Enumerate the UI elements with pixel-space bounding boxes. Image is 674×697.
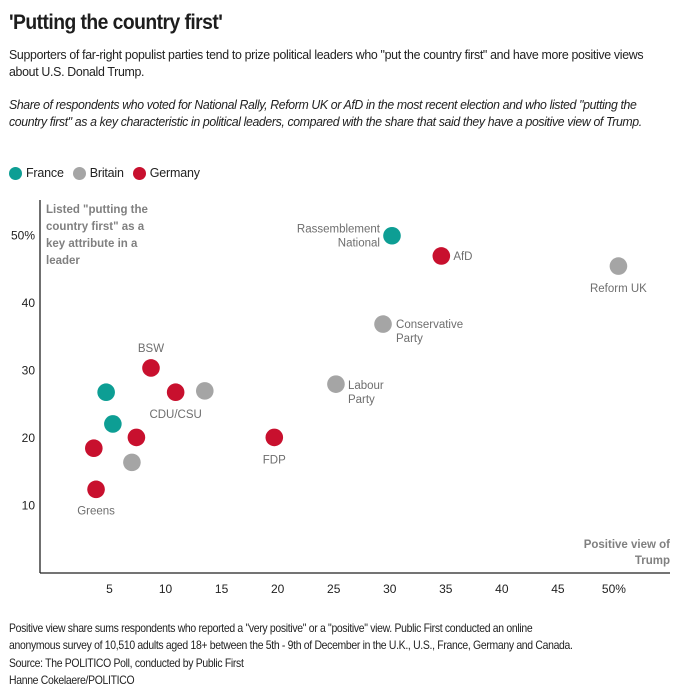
y-tick-label: 20 (22, 431, 36, 445)
y-tick-label: 30 (22, 364, 36, 378)
x-tick-label: 5 (106, 582, 113, 596)
x-tick-label: 10 (159, 582, 173, 596)
legend-item-germany: Germany (132, 166, 200, 180)
chart-subtitle: Supporters of far-right populist parties… (9, 47, 644, 79)
y-axis-title: Listed "putting the country first" as a ke… (46, 204, 148, 267)
point-label: CDU/CSU (149, 409, 201, 421)
data-point-germany (142, 359, 160, 377)
data-point-germany (265, 428, 284, 447)
footer: Positive view share sums respondents who… (9, 620, 657, 689)
point-label: Conservative Party (396, 319, 463, 345)
data-point-germany (166, 383, 185, 402)
chart-title: 'Putting the country first' (9, 11, 223, 34)
legend-swatch-germany (132, 166, 146, 180)
point-label: Reform UK (590, 283, 647, 295)
data-point-britain (195, 382, 214, 400)
chart-description: Share of respondents who voted for Natio… (9, 97, 642, 129)
data-point-britain (609, 257, 628, 275)
data-point-britain (374, 315, 392, 333)
x-tick-label: 50% (602, 582, 626, 596)
point-label: Labour Party (348, 380, 384, 406)
data-point-france (97, 383, 115, 402)
legend-item-britain: Britain (72, 166, 124, 180)
x-axis-title: Positive view of Trump (584, 539, 670, 567)
y-tick-label: 10 (22, 499, 36, 513)
x-tick-label: 30 (383, 582, 397, 596)
data-point-france (383, 226, 401, 245)
x-tick-label: 15 (215, 582, 229, 596)
point-label: Greens (77, 505, 115, 517)
data-point-germany (127, 428, 146, 447)
x-tick-label: 20 (271, 582, 285, 596)
point-label: AfD (453, 251, 472, 263)
footer-note-line-2: anonymous survey of 10,510 adults aged 1… (9, 639, 573, 653)
data-point-germany (432, 247, 451, 265)
legend-item-france: France (9, 166, 64, 180)
legend-label-britain: Britain (89, 166, 124, 180)
point-label: Rassemblement National (297, 224, 381, 250)
footer-credit: Hanne Cokelaere/POLITICO (9, 673, 135, 687)
y-tick-label: 50% (11, 229, 35, 243)
data-point-britain (327, 375, 345, 393)
legend-swatch-france (9, 166, 22, 180)
data-point-germany (87, 480, 105, 499)
point-label: FDP (263, 454, 286, 466)
legend: France Britain Germany (9, 166, 209, 180)
data-point-britain (123, 453, 141, 472)
x-tick-label: 35 (439, 582, 453, 596)
data-point-germany (85, 439, 103, 458)
x-tick-label: 25 (327, 582, 341, 596)
legend-label-france: France (26, 166, 64, 180)
legend-swatch-britain (72, 166, 86, 180)
y-tick-label: 40 (22, 296, 36, 310)
data-point-france (104, 415, 122, 433)
x-tick-label: 45 (551, 582, 565, 596)
legend-label-germany: Germany (149, 166, 200, 180)
footer-source: Source: The POLITICO Poll, conducted by … (9, 656, 244, 670)
x-tick-label: 40 (495, 582, 509, 596)
footer-note-line-1: Positive view share sums respondents who… (9, 622, 533, 635)
point-label: BSW (138, 343, 164, 355)
